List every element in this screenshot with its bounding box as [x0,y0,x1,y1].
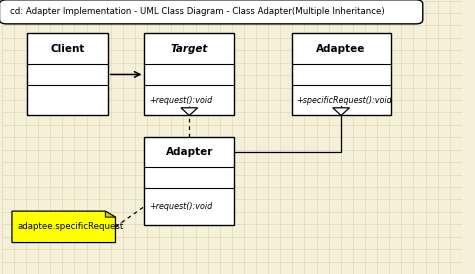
Text: adaptee.specificRequest: adaptee.specificRequest [18,222,124,231]
Polygon shape [12,211,115,242]
Text: +request():void: +request():void [149,96,212,105]
Text: Adaptee: Adaptee [316,44,366,54]
Text: +specificRequest():void: +specificRequest():void [296,96,392,105]
Text: cd: Adapter Implementation - UML Class Diagram - Class Adapter(Multiple Inherita: cd: Adapter Implementation - UML Class D… [10,7,385,16]
Polygon shape [333,108,350,115]
Text: Target: Target [171,44,208,54]
Bar [144,33,234,115]
Polygon shape [181,108,198,115]
Text: Adapter: Adapter [166,147,213,157]
Text: +request():void: +request():void [149,202,212,211]
Polygon shape [105,211,115,217]
Bar [27,33,108,115]
Text: Client: Client [50,44,85,54]
FancyBboxPatch shape [0,0,423,24]
Bar [292,33,390,115]
Bar [144,137,234,225]
